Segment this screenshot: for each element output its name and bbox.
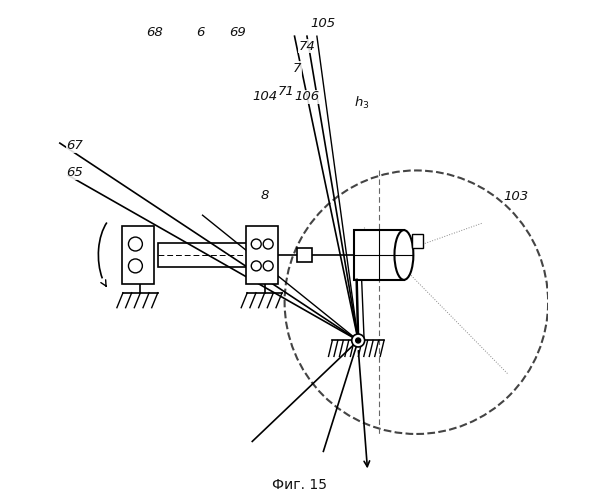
Text: 106: 106	[294, 90, 319, 104]
Text: 104: 104	[252, 90, 277, 104]
Text: 7: 7	[293, 62, 301, 75]
Text: 68: 68	[146, 26, 163, 38]
Text: 67: 67	[66, 139, 83, 152]
Circle shape	[128, 259, 143, 273]
Ellipse shape	[395, 230, 413, 280]
Text: 105: 105	[311, 18, 336, 30]
Text: 65: 65	[66, 166, 83, 179]
Text: 71: 71	[278, 86, 295, 98]
Bar	[246, 226, 278, 284]
Bar	[297, 248, 312, 262]
Text: 74: 74	[298, 40, 315, 52]
Circle shape	[251, 261, 261, 271]
Bar	[158, 242, 265, 268]
Bar	[122, 226, 154, 284]
Circle shape	[356, 338, 361, 343]
Circle shape	[251, 239, 261, 249]
Text: 6: 6	[196, 26, 204, 38]
Bar	[354, 230, 404, 280]
Text: 8: 8	[261, 189, 269, 202]
Circle shape	[263, 239, 273, 249]
Circle shape	[263, 261, 273, 271]
Text: $h_3$: $h_3$	[354, 96, 370, 112]
Bar	[412, 234, 423, 247]
Circle shape	[128, 237, 143, 251]
Circle shape	[352, 334, 365, 347]
Text: Фиг. 15: Фиг. 15	[272, 478, 327, 492]
Text: 69: 69	[229, 26, 246, 38]
Text: 103: 103	[503, 190, 528, 203]
